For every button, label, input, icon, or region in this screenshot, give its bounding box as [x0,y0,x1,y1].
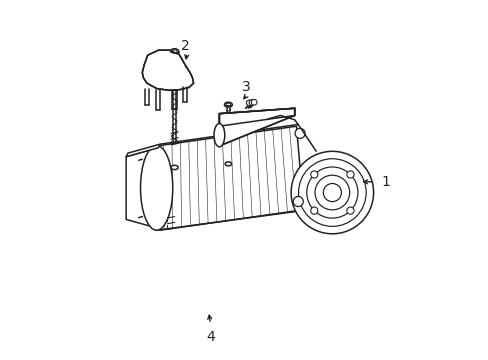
Text: 2: 2 [181,39,189,53]
Text: 4: 4 [205,330,214,344]
Polygon shape [126,144,160,157]
Ellipse shape [170,49,179,54]
Polygon shape [142,50,193,90]
Circle shape [293,197,303,207]
Ellipse shape [224,162,231,166]
Circle shape [246,100,252,106]
Ellipse shape [314,175,349,210]
Polygon shape [156,126,303,230]
Polygon shape [126,148,158,228]
Ellipse shape [225,103,230,106]
Circle shape [346,171,353,178]
Polygon shape [219,108,294,126]
Circle shape [294,129,305,138]
Circle shape [310,207,317,214]
Ellipse shape [306,167,357,218]
Circle shape [346,207,353,214]
Ellipse shape [290,151,373,234]
Circle shape [251,99,256,105]
Text: 3: 3 [242,80,250,94]
Ellipse shape [171,165,178,170]
Circle shape [310,171,317,178]
Ellipse shape [323,184,341,202]
Ellipse shape [298,159,366,226]
Ellipse shape [172,50,177,53]
Ellipse shape [224,102,232,107]
Polygon shape [219,108,294,146]
Circle shape [248,100,254,105]
Ellipse shape [214,123,224,147]
Text: 1: 1 [381,175,390,189]
Ellipse shape [140,145,172,230]
